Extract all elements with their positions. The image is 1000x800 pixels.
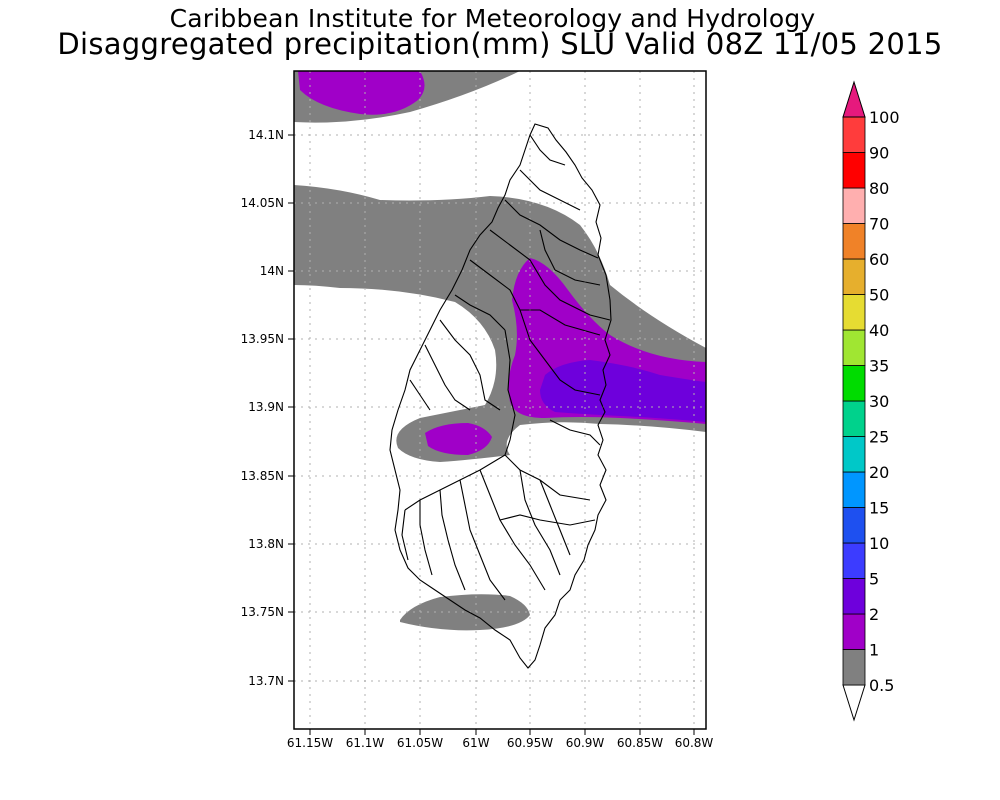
lat-tick-label: 14N [260,264,284,278]
colorbar-label: 1 [869,641,879,660]
colorbar-swatch [842,294,866,331]
precip-region-gray-south [400,594,530,631]
colorbar-swatch [842,329,866,366]
lon-tick-label: 60.85W [617,736,663,750]
lat-tick-label: 13.7N [248,674,284,688]
colorbar-swatch [842,613,866,650]
lon-axis: 61.15W 61.1W 61.05W 61W 60.95W 60.9W 60.… [287,729,714,750]
lon-tick-label: 60.95W [507,736,553,750]
colorbar-swatch [842,152,866,189]
title-line-2: Disaggregated precipitation(mm) SLU Vali… [57,27,943,61]
colorbar-swatch [842,258,866,295]
lon-tick-label: 61.15W [287,736,333,750]
colorbar-label: 100 [869,108,900,127]
colorbar-swatch [842,471,866,508]
precip-region-purple-west [425,423,492,455]
colorbar-label: 0.5 [869,676,894,695]
colorbar-swatch [842,649,866,686]
colorbar-swatch [842,116,866,153]
lat-tick-label: 13.8N [248,537,284,551]
lon-tick-label: 61.05W [397,736,443,750]
island-saint-lucia [389,123,612,669]
colorbar-swatch [842,223,866,260]
lat-axis: 14.1N 14.05N 14N 13.95N 13.9N 13.85N 13.… [241,128,294,688]
colorbar-swatch [842,507,866,544]
colorbar-label: 50 [869,286,889,305]
colorbar-label: 60 [869,250,889,269]
lat-tick-label: 13.75N [241,605,284,619]
colorbar-swatch [842,436,866,473]
colorbar-label: 25 [869,428,889,447]
colorbar-label: 5 [869,570,879,589]
colorbar-swatch [842,365,866,402]
lat-tick-label: 13.95N [241,332,284,346]
colorbar-lower-triangle [842,684,866,722]
lon-tick-label: 61W [462,736,489,750]
graticule [294,71,706,729]
colorbar-label: 30 [869,392,889,411]
colorbar-label: 90 [869,144,889,163]
island-coastline [389,123,612,669]
lat-tick-label: 14.1N [248,128,284,142]
colorbar-label: 15 [869,499,889,518]
colorbar-label: 70 [869,215,889,234]
colorbar-label: 10 [869,534,889,553]
colorbar-label: 35 [869,357,889,376]
colorbar-label: 2 [869,605,879,624]
precip-region-purple-top [298,71,425,115]
precip-shading [294,71,706,631]
precip-region-gray-main [294,185,706,462]
colorbar-swatch [842,578,866,615]
colorbar-swatch [842,542,866,579]
title-line-1: Caribbean Institute for Meteorology and … [169,4,816,33]
lat-tick-label: 14.05N [241,196,284,210]
colorbar-swatch [842,400,866,437]
lat-tick-label: 13.85N [241,469,284,483]
colorbar-label: 80 [869,179,889,198]
lat-tick-label: 13.9N [248,400,284,414]
colorbar-label: 20 [869,463,889,482]
lon-tick-label: 60.8W [675,736,714,750]
lon-tick-label: 61.1W [346,736,385,750]
colorbar-upper-triangle [842,80,866,118]
lon-tick-label: 60.9W [566,736,605,750]
map-frame [293,70,707,730]
colorbar-swatch [842,187,866,224]
colorbar-label: 40 [869,321,889,340]
